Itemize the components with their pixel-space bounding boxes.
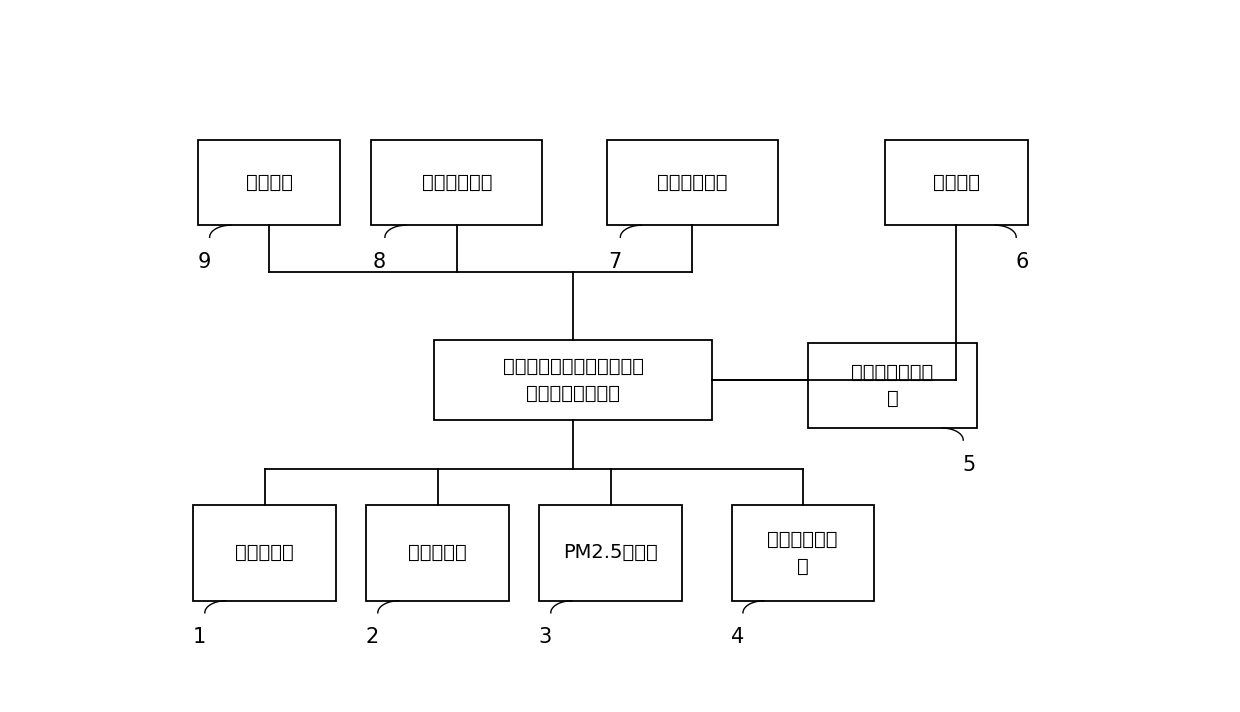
Text: 7: 7 — [608, 252, 621, 272]
Text: 5: 5 — [962, 455, 976, 475]
Text: 温度传感器: 温度传感器 — [236, 543, 294, 562]
Bar — [808, 343, 977, 428]
Bar — [367, 505, 508, 601]
Bar — [539, 505, 682, 601]
Text: 9: 9 — [197, 252, 211, 272]
Text: 移动终端: 移动终端 — [932, 173, 980, 192]
Text: 蓄水过滤装置: 蓄水过滤装置 — [422, 173, 492, 192]
Text: PM2.5传感器: PM2.5传感器 — [563, 543, 658, 562]
Text: 滴灌龙头: 滴灌龙头 — [246, 173, 293, 192]
Bar — [606, 140, 777, 225]
Bar — [434, 340, 712, 420]
Text: 基于除雾霾的景天植物屋顶
无土绿化控制系统: 基于除雾霾的景天植物屋顶 无土绿化控制系统 — [502, 357, 644, 403]
Bar — [198, 140, 341, 225]
Text: 1: 1 — [192, 627, 206, 647]
Bar — [885, 140, 1028, 225]
Text: 4: 4 — [730, 627, 744, 647]
Text: 8: 8 — [372, 252, 386, 272]
Bar — [732, 505, 874, 601]
Text: 6: 6 — [1016, 252, 1029, 272]
Text: 3: 3 — [538, 627, 552, 647]
Text: 基质矿物质检测
器: 基质矿物质检测 器 — [852, 363, 934, 409]
Bar — [193, 505, 336, 601]
Text: 湿度传感器: 湿度传感器 — [408, 543, 467, 562]
Text: 2: 2 — [366, 627, 378, 647]
Text: 肥料添加模块: 肥料添加模块 — [657, 173, 728, 192]
Text: 除雾霾过滤装
置: 除雾霾过滤装 置 — [768, 530, 838, 575]
Bar — [371, 140, 542, 225]
